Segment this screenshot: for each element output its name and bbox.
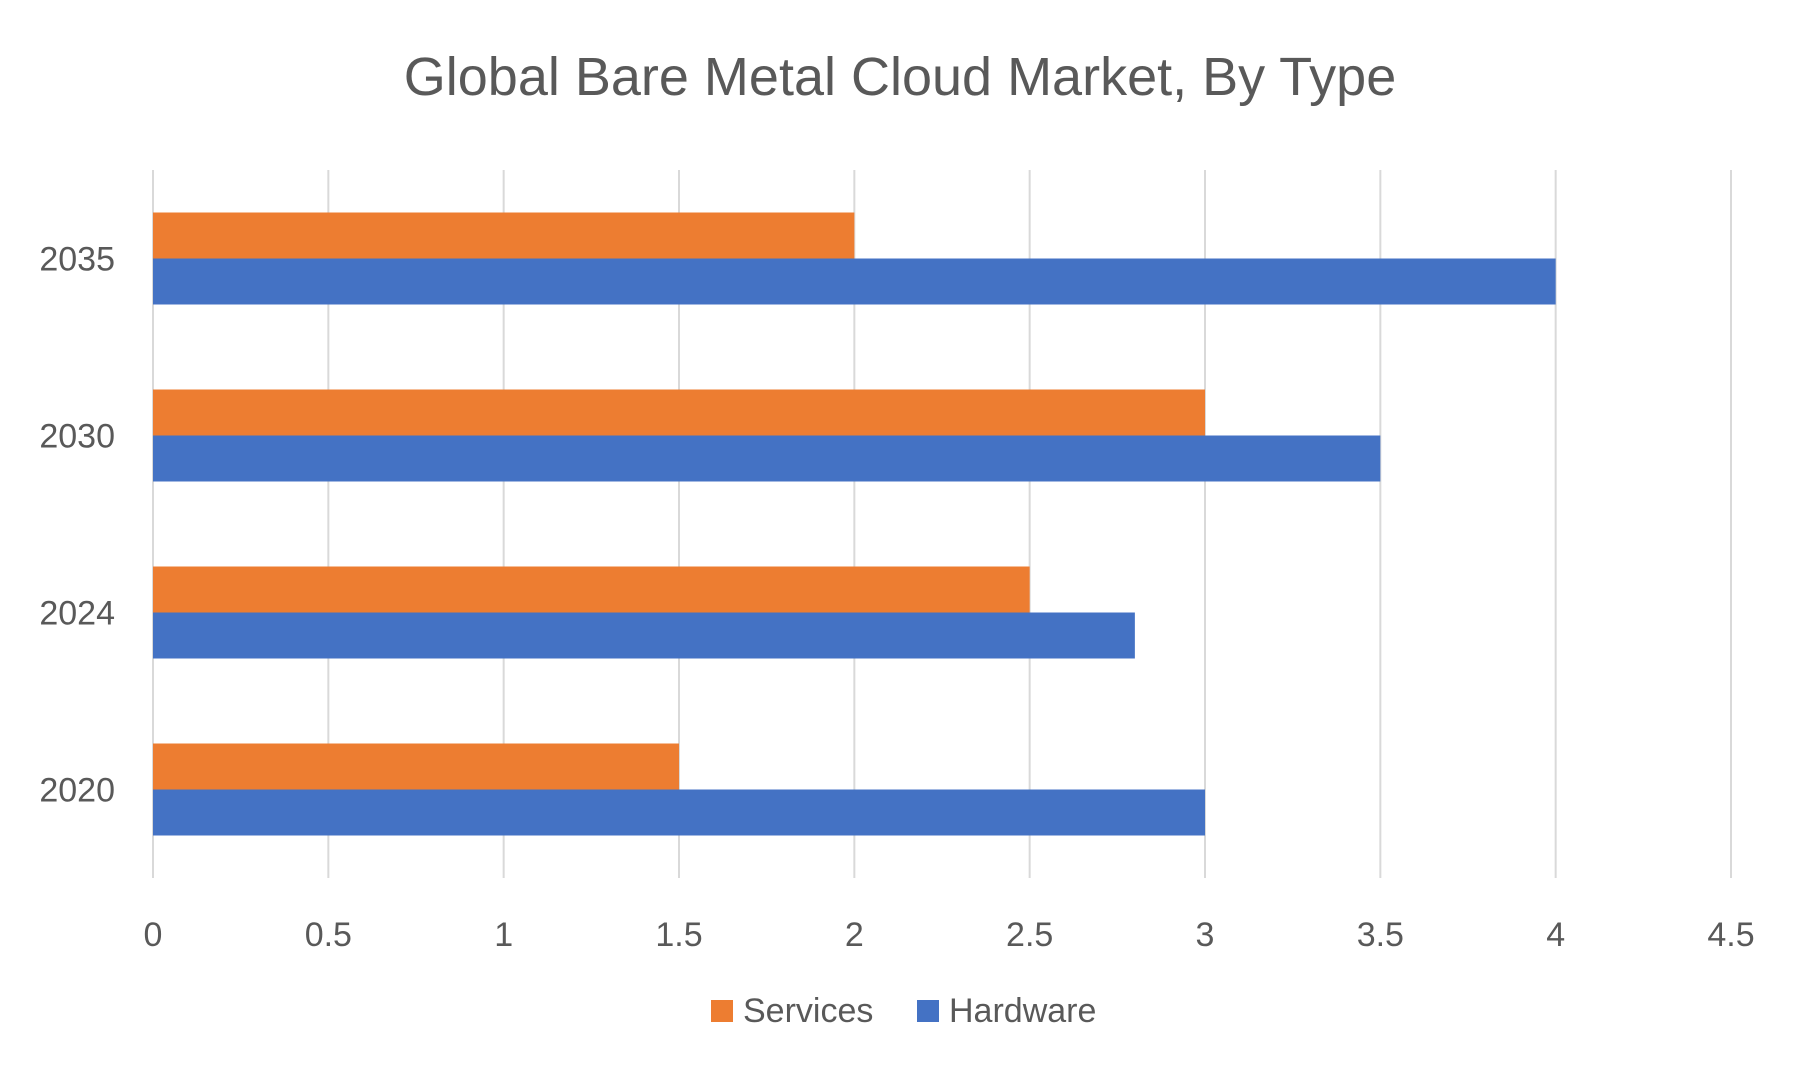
bar-hardware-2035 (153, 258, 1556, 305)
bar-hardware-2020 (153, 789, 1205, 836)
x-tick-label: 0.5 (305, 916, 352, 954)
x-tick-label: 4 (1546, 916, 1565, 954)
x-tick-label: 1.5 (655, 916, 702, 954)
x-tick-label: 1 (494, 916, 513, 954)
legend-swatch-hardware (917, 1000, 939, 1022)
legend: Services Hardware (711, 992, 1096, 1030)
x-tick-label: 2 (845, 916, 864, 954)
y-tick-label: 2024 (39, 595, 115, 633)
chart-title: Global Bare Metal Cloud Market, By Type (404, 47, 1396, 107)
y-tick-label: 2030 (39, 418, 115, 456)
x-tick-label: 2.5 (1006, 916, 1053, 954)
bar-services-2030 (153, 389, 1205, 436)
x-tick-label: 3.5 (1357, 916, 1404, 954)
y-tick-label: 2035 (39, 241, 115, 279)
bars (153, 212, 1556, 836)
bar-services-2020 (153, 743, 679, 790)
x-tick-label: 3 (1196, 916, 1215, 954)
x-axis-tick-labels: 0 0.5 1 1.5 2 2.5 3 3.5 4 4.5 (144, 916, 1755, 954)
bar-services-2024 (153, 566, 1030, 613)
legend-swatch-services (711, 1000, 733, 1022)
bar-hardware-2024 (153, 612, 1135, 659)
legend-label-hardware: Hardware (949, 992, 1096, 1030)
legend-label-services: Services (743, 992, 873, 1030)
y-tick-label: 2020 (39, 772, 115, 810)
x-tick-label: 4.5 (1707, 916, 1754, 954)
y-axis-tick-labels: 2020 2024 2030 2035 (39, 241, 115, 810)
bar-hardware-2030 (153, 435, 1381, 482)
bar-services-2035 (153, 212, 855, 259)
x-tick-label: 0 (144, 916, 163, 954)
